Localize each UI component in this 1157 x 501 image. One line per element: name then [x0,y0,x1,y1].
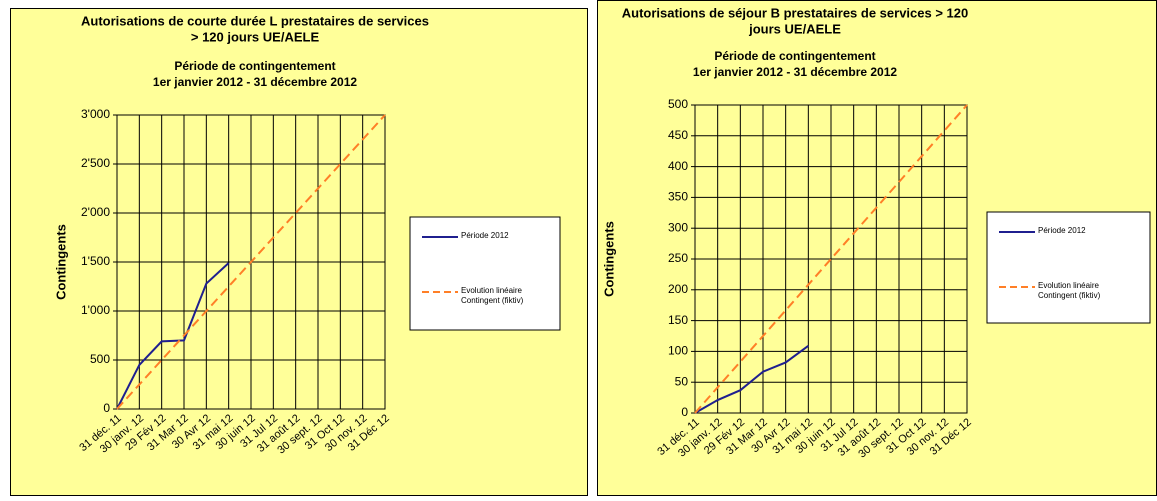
chart-subtitle: Période de contingentement [174,59,335,73]
y-tick-label: 1'000 [81,303,110,317]
y-tick-label: 250 [668,251,688,265]
y-tick-label: 300 [668,220,688,234]
chart-title: Autorisations de séjour B prestataires d… [622,5,968,20]
chart-subtitle: 1er janvier 2012 - 31 décembre 2012 [153,75,357,89]
y-tick-label: 200 [668,282,688,296]
y-tick-label: 350 [668,190,688,204]
legend-label-box: Période 2012 [1038,226,1086,235]
legend-label: Période 2012 [1038,226,1086,235]
legend-label: Période 2012 [461,231,509,240]
y-tick-label: 3'000 [81,107,110,121]
y-axis-label: Contingents [601,221,616,297]
chart-title: > 120 jours UE/AELE [191,29,320,44]
y-tick-label: 2'500 [81,156,110,170]
series-line [116,114,386,410]
legend-box [409,216,561,331]
y-tick-label: 500 [90,352,110,366]
series-line [694,345,809,414]
y-tick-label: 150 [668,313,688,327]
chart-subtitle: 1er janvier 2012 - 31 décembre 2012 [693,65,897,79]
y-tick-label: 0 [681,405,688,419]
y-tick-label: 50 [675,374,689,388]
chart-subtitle: Période de contingentement [714,49,875,63]
series-line [694,104,968,414]
y-tick-label: 2'000 [81,205,110,219]
chart-panel: Autorisations de courte durée L prestata… [10,8,588,496]
legend-label: Evolution linéaire Contingent (fiktiv) [461,286,524,305]
y-tick-label: 0 [103,401,110,415]
legend-box [986,211,1151,324]
y-tick-label: 450 [668,128,688,142]
chart-title: jours UE/AELE [748,21,841,36]
y-tick-label: 500 [668,97,688,111]
y-tick-label: 400 [668,159,688,173]
chart-panel: Autorisations de séjour B prestataires d… [597,0,1157,496]
y-axis-label: Contingents [53,224,68,300]
legend-label-box: Période 2012 [461,231,509,240]
y-tick-label: 100 [668,344,688,358]
legend-label: Evolution linéaire Contingent (fiktiv) [1038,281,1101,300]
legend-label-box: Evolution linéaire Contingent (fiktiv) [1038,281,1101,300]
y-tick-label: 1'500 [81,254,110,268]
legend-label-box: Evolution linéaire Contingent (fiktiv) [461,286,524,305]
series-line [116,262,230,410]
chart-title: Autorisations de courte durée L prestata… [81,13,429,28]
